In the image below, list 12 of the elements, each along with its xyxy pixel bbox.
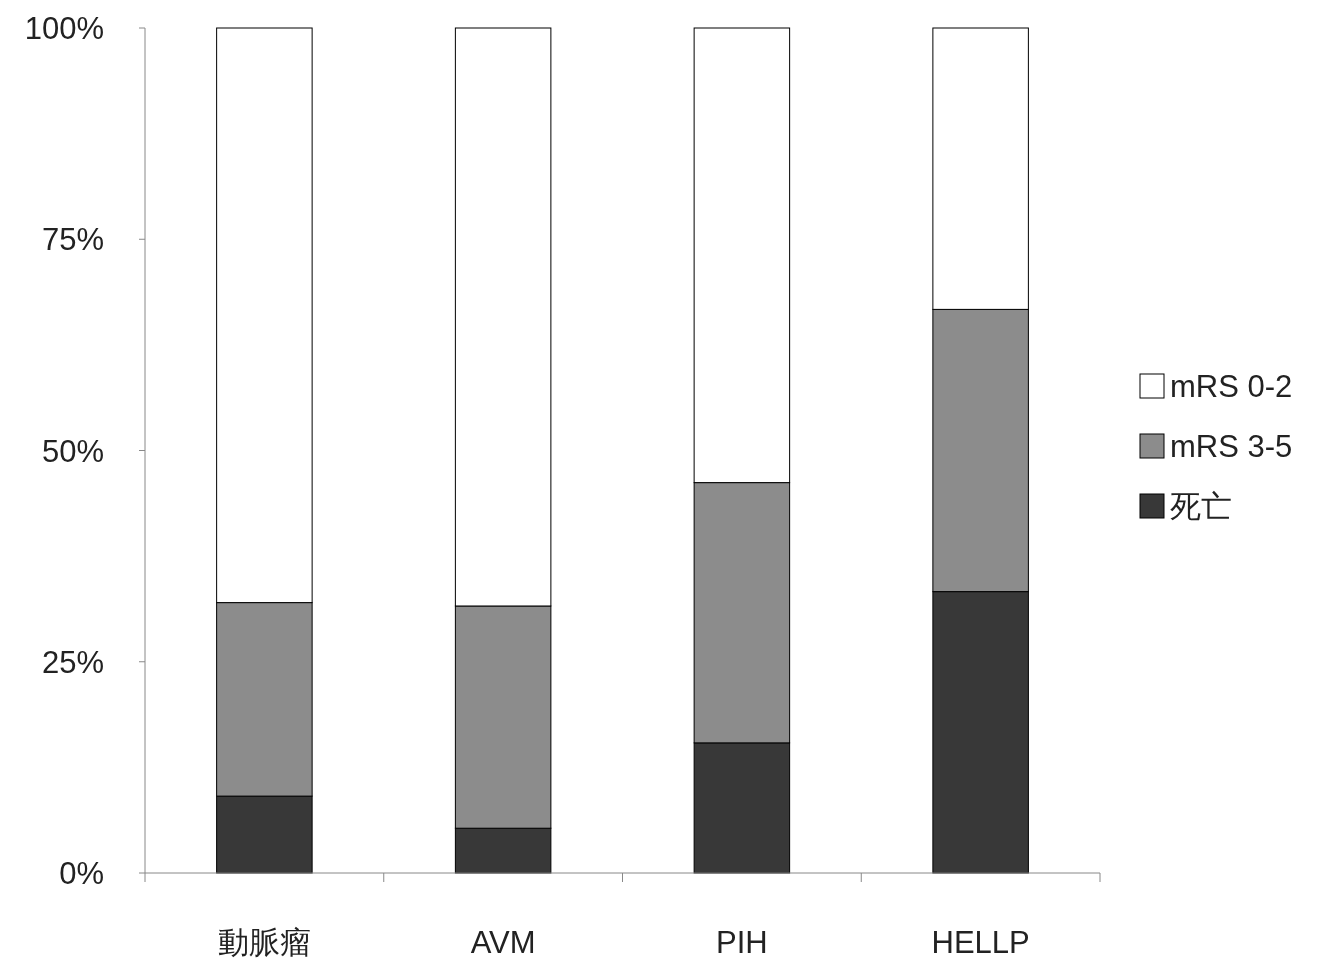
y-tick-label: 50% [41, 433, 104, 469]
x-tick-label: HELLP [931, 925, 1030, 960]
legend-label: 死亡 [1170, 489, 1232, 524]
x-tick-label: PIH [716, 925, 768, 960]
y-tick-label: 0% [59, 856, 104, 891]
x-tick-label: 動脈瘤 [217, 925, 311, 960]
y-tick-label: 25% [41, 644, 104, 680]
y-tick-label: 75% [41, 222, 104, 258]
legend-label: mRS 0-2 [1170, 369, 1293, 404]
legend-label: mRS 3-5 [1170, 429, 1293, 464]
x-tick-label: AVM [470, 925, 536, 960]
y-tick-label: 100% [24, 11, 104, 46]
